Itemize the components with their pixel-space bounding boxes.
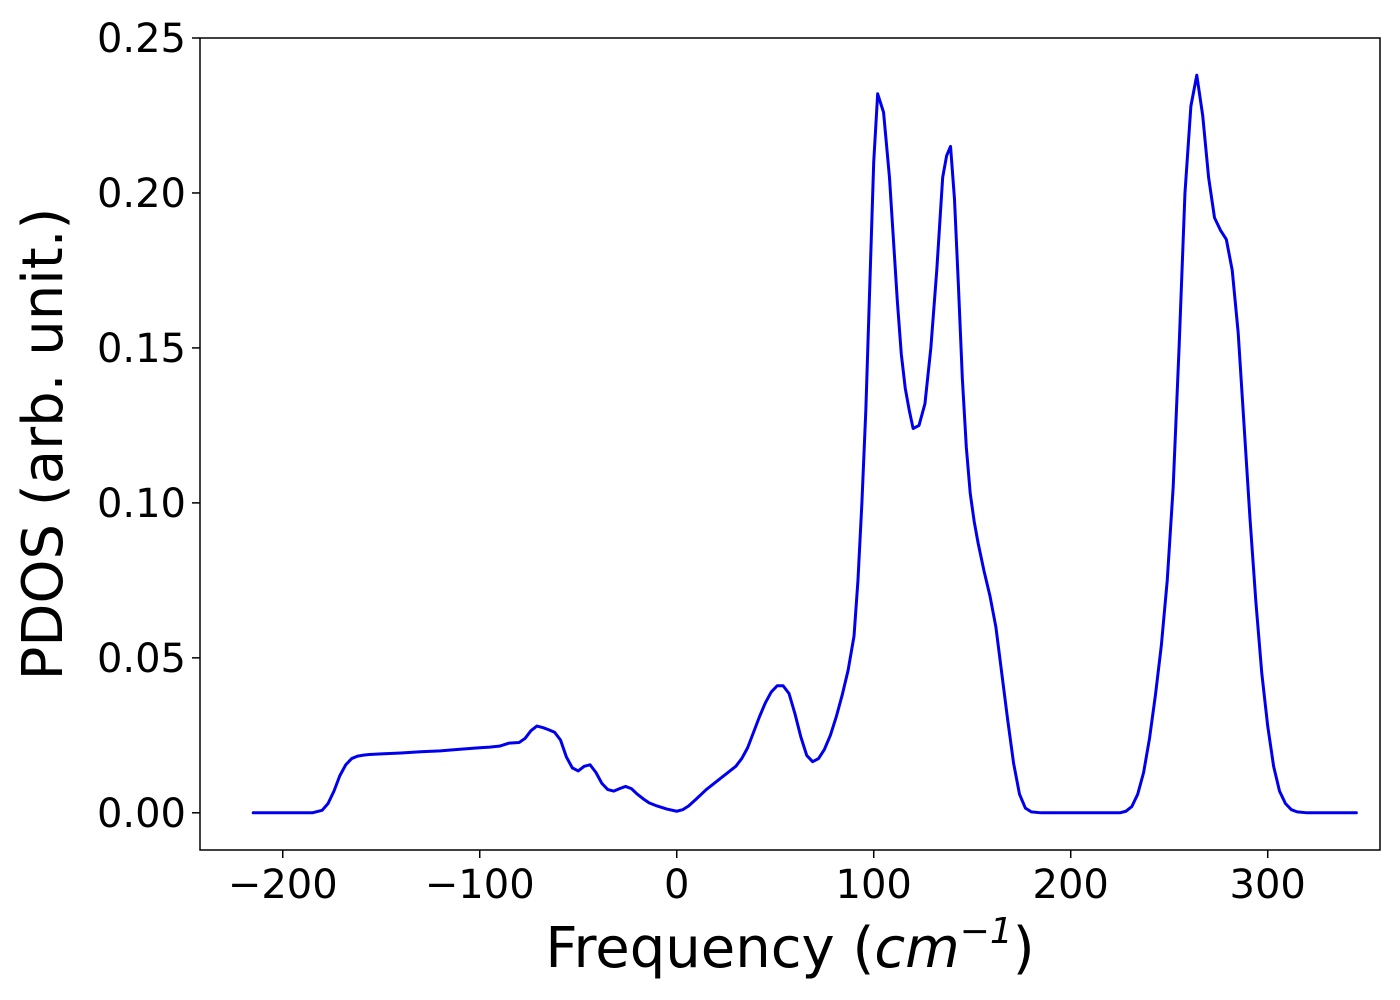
x-tick-label: 200 bbox=[1033, 862, 1109, 908]
x-tick-label: 300 bbox=[1230, 862, 1306, 908]
y-tick-label: 0.20 bbox=[97, 171, 186, 217]
y-tick-label: 0.10 bbox=[97, 481, 186, 527]
x-tick-label: −100 bbox=[425, 862, 535, 908]
plot-frame bbox=[199, 37, 1381, 851]
y-tick-label: 0.00 bbox=[97, 791, 186, 837]
x-tick-label: 100 bbox=[836, 862, 912, 908]
y-tick-label: 0.05 bbox=[97, 636, 186, 682]
x-tick-label: 0 bbox=[664, 862, 689, 908]
y-tick-label: 0.15 bbox=[97, 326, 186, 372]
x-tick-label: −200 bbox=[228, 862, 338, 908]
pdos-line bbox=[251, 73, 1358, 815]
y-axis-label: PDOS (arb. unit.) bbox=[11, 208, 76, 681]
y-tick-label: 0.25 bbox=[97, 16, 186, 62]
x-axis-label: Frequency (cm−1) bbox=[545, 911, 1034, 981]
ticks-layer: −200 −100 0 100 200 300 0.00 0.05 0.10 0.15 0.20 0.… bbox=[97, 16, 1306, 908]
